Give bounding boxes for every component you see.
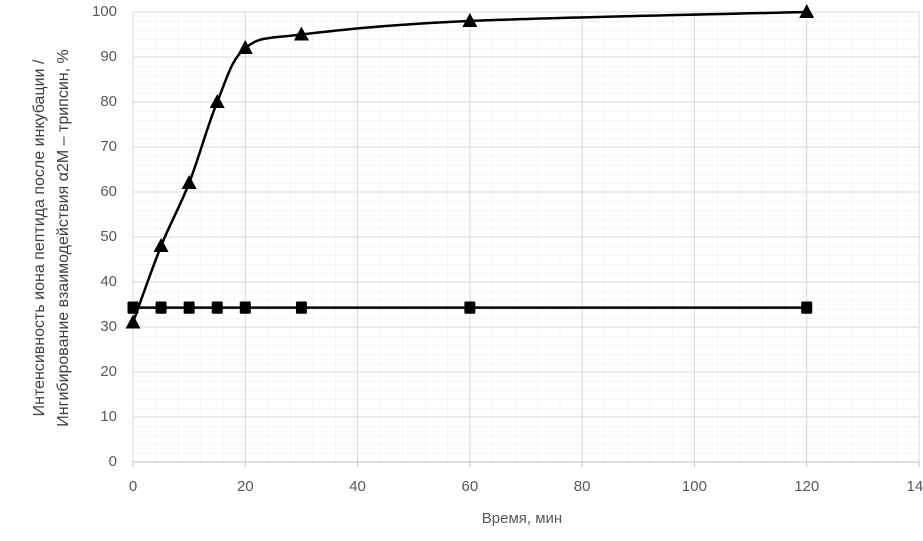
point — [799, 4, 815, 18]
y-tick-label: 10 — [100, 408, 117, 425]
y-axis-label-line: Интенсивность иона пептида после инкубац… — [31, 59, 48, 416]
y-tick-label: 50 — [100, 228, 117, 245]
y-tick-label: 60 — [100, 183, 117, 200]
point — [155, 302, 167, 314]
point — [239, 302, 251, 314]
x-tick-label: 60 — [462, 478, 479, 495]
y-axis-label-line: Ингибирование взаимодействия α2M – трипс… — [55, 49, 72, 426]
point — [209, 94, 225, 108]
point — [293, 26, 309, 41]
x-tick-label: 140 — [906, 478, 923, 495]
x-axis-label: Время, мин — [482, 510, 562, 527]
y-tick-label: 0 — [109, 453, 117, 470]
point — [153, 238, 169, 252]
point — [125, 314, 141, 329]
point — [181, 175, 197, 189]
x-tick-label: 100 — [682, 478, 707, 495]
point — [464, 302, 476, 314]
x-tick-label: 0 — [129, 478, 137, 495]
x-tick-label: 80 — [574, 478, 591, 495]
point — [801, 302, 813, 314]
point — [127, 302, 139, 314]
y-tick-label: 70 — [100, 138, 117, 155]
x-tick-label: 40 — [349, 478, 366, 495]
y-tick-label: 20 — [100, 363, 117, 380]
y-tick-label: 100 — [92, 3, 117, 20]
point — [462, 13, 478, 27]
y-tick-label: 80 — [100, 93, 117, 110]
point — [295, 302, 307, 314]
x-tick-label: 20 — [237, 478, 254, 495]
y-tick-label: 90 — [100, 48, 117, 65]
y-axis-label: Интенсивность иона пептида после инкубац… — [31, 49, 72, 426]
y-tick-label: 40 — [100, 273, 117, 290]
point — [211, 302, 223, 314]
point — [183, 302, 195, 314]
point — [237, 40, 253, 54]
x-tick-label: 120 — [794, 478, 819, 495]
y-tick-label: 30 — [100, 318, 117, 335]
